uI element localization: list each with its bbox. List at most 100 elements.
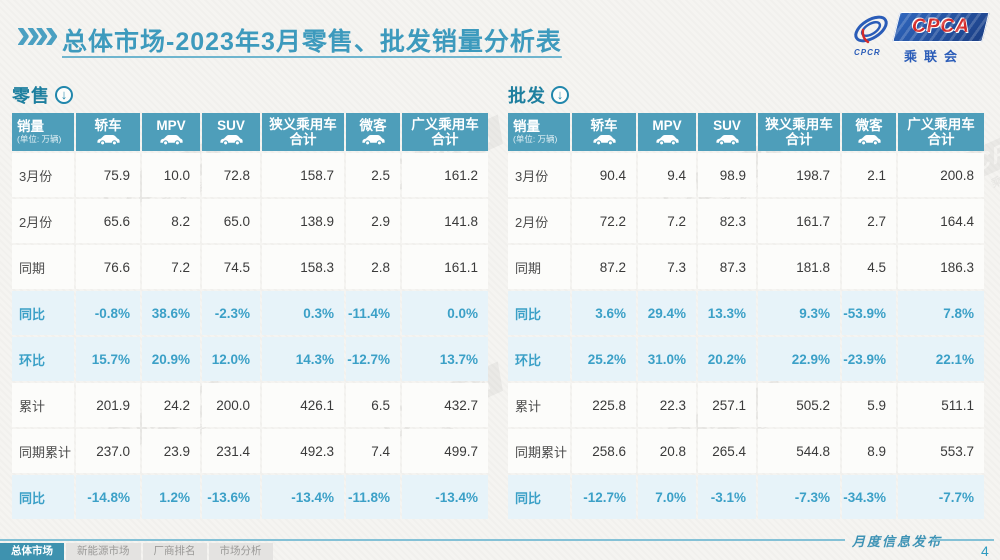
nav-tab-1[interactable]: 总体市场 xyxy=(0,543,64,560)
data-cell: 164.4 xyxy=(898,199,984,243)
data-cell: 181.8 xyxy=(758,245,840,289)
wholesale-section-label: 批发 xyxy=(508,86,546,106)
table-row: 2月份 72.2 7.2 82.3 161.7 2.7 164.4 xyxy=(508,199,984,243)
data-cell: -13.4% xyxy=(262,475,344,519)
column-header: MPV xyxy=(142,113,200,151)
cpca-logo: CPCR CPCA 乘联会 xyxy=(848,8,990,64)
row-label: 累计 xyxy=(12,383,74,427)
column-label: SUV xyxy=(713,118,741,133)
data-cell: 4.5 xyxy=(842,245,896,289)
data-cell: 141.8 xyxy=(402,199,488,243)
table-row: 同比 3.6% 29.4% 13.3% 9.3% -53.9% 7.8% xyxy=(508,291,984,335)
unit-sublabel: (单位: 万辆) xyxy=(17,134,62,144)
header-row: 销量 (单位: 万辆) 轿车 MPV SUV 狭义乘用车 合计 微客 广义乘用车 合计 xyxy=(508,113,984,151)
data-cell: 161.7 xyxy=(758,199,840,243)
data-cell: 7.8% xyxy=(898,291,984,335)
table-row: 3月份 75.9 10.0 72.8 158.7 2.5 161.2 xyxy=(12,153,488,197)
column-label-line2: 合计 xyxy=(431,132,459,147)
column-label: 微客 xyxy=(359,118,387,133)
data-cell: 2.9 xyxy=(346,199,400,243)
data-cell: -7.3% xyxy=(758,475,840,519)
slide-nav-tabs: 总体市场 新能源市场 厂商排名 市场分析 xyxy=(0,543,273,560)
data-cell: 161.1 xyxy=(402,245,488,289)
data-cell: -23.9% xyxy=(842,337,896,381)
data-cell: 72.8 xyxy=(202,153,260,197)
mpv-icon xyxy=(655,135,679,146)
column-header: 狭义乘用车 合计 xyxy=(758,113,840,151)
data-cell: 7.4 xyxy=(346,429,400,473)
data-cell: 5.9 xyxy=(842,383,896,427)
data-cell: -13.4% xyxy=(402,475,488,519)
data-cell: 76.6 xyxy=(76,245,140,289)
column-label: 广义乘用车 xyxy=(411,117,479,132)
data-cell: 161.2 xyxy=(402,153,488,197)
data-cell: 225.8 xyxy=(572,383,636,427)
nav-tab-3[interactable]: 厂商排名 xyxy=(142,543,207,560)
data-cell: -34.3% xyxy=(842,475,896,519)
data-cell: 200.8 xyxy=(898,153,984,197)
row-label: 同比 xyxy=(508,475,570,519)
column-label: 轿车 xyxy=(590,118,618,133)
data-cell: 138.9 xyxy=(262,199,344,243)
data-cell: 7.2 xyxy=(638,199,696,243)
column-header: 广义乘用车 合计 xyxy=(898,113,984,151)
row-label: 同比 xyxy=(12,475,74,519)
data-cell: 90.4 xyxy=(572,153,636,197)
data-cell: 544.8 xyxy=(758,429,840,473)
data-cell: 20.8 xyxy=(638,429,696,473)
column-label: 狭义乘用车 xyxy=(269,117,337,132)
watermark-name: 乘联会 xyxy=(989,156,1000,191)
data-cell: 2.7 xyxy=(842,199,896,243)
row-label: 3月份 xyxy=(12,153,74,197)
data-cell: 65.6 xyxy=(76,199,140,243)
data-cell: -3.1% xyxy=(698,475,756,519)
data-cell: 0.0% xyxy=(402,291,488,335)
data-cell: 258.6 xyxy=(572,429,636,473)
mpv-icon xyxy=(159,135,183,146)
page-title: 总体市场-2023年3月零售、批发销量分析表 xyxy=(62,28,562,56)
column-label: 狭义乘用车 xyxy=(765,117,833,132)
data-cell: 6.5 xyxy=(346,383,400,427)
table-row: 同期累计 258.6 20.8 265.4 544.8 8.9 553.7 xyxy=(508,429,984,473)
row-label: 2月份 xyxy=(508,199,570,243)
data-cell: 511.1 xyxy=(898,383,984,427)
logo-name: 乘联会 xyxy=(904,49,965,64)
logo-banner: CPCA xyxy=(892,12,990,42)
data-cell: 198.7 xyxy=(758,153,840,197)
slide-header: »» 总体市场-2023年3月零售、批发销量分析表 CPCR CPCA 乘联会 xyxy=(0,0,1000,78)
data-cell: 186.3 xyxy=(898,245,984,289)
data-cell: 20.2% xyxy=(698,337,756,381)
nav-tab-2[interactable]: 新能源市场 xyxy=(66,543,141,560)
data-cell: 432.7 xyxy=(402,383,488,427)
down-arrow-icon: ↓ xyxy=(551,86,569,104)
column-label-line2: 合计 xyxy=(289,132,317,147)
column-label-line2: 合计 xyxy=(927,132,955,147)
table-row: 累计 225.8 22.3 257.1 505.2 5.9 511.1 xyxy=(508,383,984,427)
row-label: 环比 xyxy=(12,337,74,381)
data-cell: -11.4% xyxy=(346,291,400,335)
unit-sublabel: (单位: 万辆) xyxy=(513,134,558,144)
table-row: 同比 -14.8% 1.2% -13.6% -13.4% -11.8% -13.4% xyxy=(12,475,488,519)
data-cell: 8.9 xyxy=(842,429,896,473)
data-cell: 499.7 xyxy=(402,429,488,473)
retail-table: 销量 (单位: 万辆) 轿车 MPV SUV 狭义乘用车 合计 微客 广义乘用车 合计 3… xyxy=(10,111,490,521)
data-cell: 98.9 xyxy=(698,153,756,197)
retail-section-label: 零售 xyxy=(12,86,50,106)
data-cell: 3.6% xyxy=(572,291,636,335)
row-label: 同期累计 xyxy=(12,429,74,473)
data-cell: 13.3% xyxy=(698,291,756,335)
data-cell: -11.8% xyxy=(346,475,400,519)
row-label: 同期 xyxy=(12,245,74,289)
table-row: 环比 25.2% 31.0% 20.2% 22.9% -23.9% 22.1% xyxy=(508,337,984,381)
data-cell: 257.1 xyxy=(698,383,756,427)
data-cell: 22.1% xyxy=(898,337,984,381)
data-cell: 200.0 xyxy=(202,383,260,427)
sedan-icon xyxy=(96,135,120,146)
data-cell: 22.9% xyxy=(758,337,840,381)
column-label-line2: 合计 xyxy=(785,132,813,147)
down-arrow-icon: ↓ xyxy=(55,86,73,104)
data-cell: 201.9 xyxy=(76,383,140,427)
column-header: 轿车 xyxy=(76,113,140,151)
nav-tab-4[interactable]: 市场分析 xyxy=(208,543,273,560)
row-label: 环比 xyxy=(508,337,570,381)
